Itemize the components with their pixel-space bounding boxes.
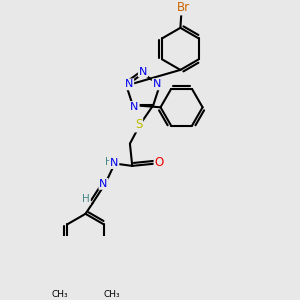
Text: S: S — [135, 118, 142, 131]
Text: N: N — [153, 80, 161, 89]
Text: O: O — [154, 156, 164, 169]
Text: H: H — [105, 157, 113, 167]
Text: N: N — [139, 67, 147, 76]
Text: H: H — [82, 194, 90, 204]
Text: N: N — [125, 80, 133, 89]
Text: N: N — [110, 158, 118, 168]
Text: N: N — [130, 102, 139, 112]
Text: N: N — [99, 179, 108, 189]
Text: CH₃: CH₃ — [103, 290, 120, 299]
Text: Br: Br — [177, 2, 190, 14]
Text: CH₃: CH₃ — [51, 290, 68, 299]
